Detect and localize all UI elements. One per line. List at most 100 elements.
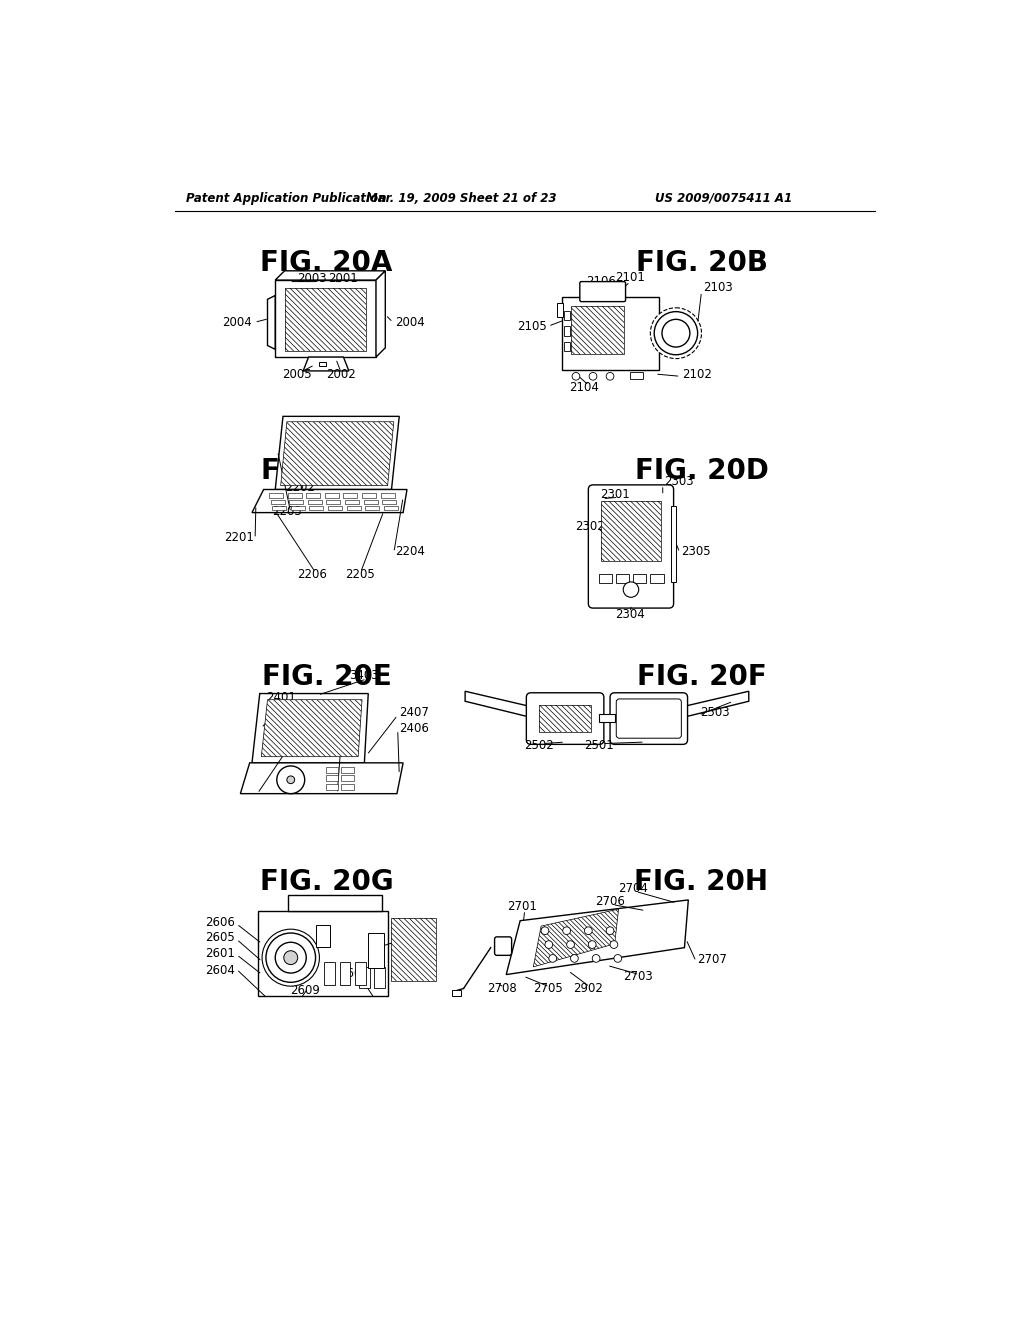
Text: 2303: 2303 <box>665 475 694 488</box>
Polygon shape <box>571 306 624 354</box>
Text: FIG. 20E: FIG. 20E <box>261 663 391 690</box>
Text: 2201: 2201 <box>223 531 254 544</box>
Polygon shape <box>391 917 435 981</box>
Bar <box>328 506 342 511</box>
Bar <box>258 911 388 997</box>
Circle shape <box>606 927 614 935</box>
Text: 2609: 2609 <box>290 983 319 997</box>
Bar <box>562 297 658 370</box>
Text: 2607: 2607 <box>339 966 370 979</box>
Text: Mar. 19, 2009 Sheet 21 of 23: Mar. 19, 2009 Sheet 21 of 23 <box>366 191 556 205</box>
Text: 2102: 2102 <box>682 367 712 380</box>
Polygon shape <box>275 271 385 280</box>
Text: FIG. 20C: FIG. 20C <box>261 457 392 486</box>
Text: 2202: 2202 <box>285 482 315 495</box>
Bar <box>384 506 397 511</box>
Circle shape <box>287 776 295 784</box>
FancyBboxPatch shape <box>589 484 674 609</box>
Text: 2407: 2407 <box>399 706 429 719</box>
Bar <box>319 362 327 367</box>
Text: 3403: 3403 <box>349 669 379 682</box>
Text: 2401: 2401 <box>266 690 296 704</box>
Text: 2101: 2101 <box>615 271 645 284</box>
Bar <box>359 966 370 989</box>
Bar <box>672 507 676 582</box>
Text: 2404: 2404 <box>324 737 353 750</box>
Circle shape <box>541 927 549 935</box>
Bar <box>325 494 339 498</box>
Bar <box>341 775 353 781</box>
Circle shape <box>614 954 622 962</box>
Text: 2704: 2704 <box>618 882 648 895</box>
Polygon shape <box>465 692 531 718</box>
Text: 2004: 2004 <box>222 315 252 329</box>
Text: FIG. 20D: FIG. 20D <box>635 457 768 486</box>
Bar <box>272 506 286 511</box>
Bar <box>564 342 569 351</box>
Text: 2706: 2706 <box>595 895 625 908</box>
Bar <box>346 506 360 511</box>
Circle shape <box>262 929 319 986</box>
Circle shape <box>606 372 614 380</box>
Text: 2701: 2701 <box>507 900 537 913</box>
Text: 2302: 2302 <box>574 520 604 533</box>
Text: 2105: 2105 <box>517 319 547 333</box>
Bar <box>557 304 563 317</box>
Bar <box>275 280 376 358</box>
Text: 2609: 2609 <box>339 898 370 911</box>
Bar <box>369 933 384 968</box>
Bar <box>316 925 331 946</box>
Circle shape <box>610 941 617 949</box>
Circle shape <box>549 954 557 962</box>
Polygon shape <box>376 271 385 358</box>
Circle shape <box>563 927 570 935</box>
Text: 2501: 2501 <box>585 739 614 751</box>
FancyBboxPatch shape <box>580 281 626 302</box>
Circle shape <box>650 308 701 359</box>
Circle shape <box>570 954 579 962</box>
Bar <box>564 312 569 321</box>
Text: 2708: 2708 <box>487 982 517 995</box>
Polygon shape <box>506 900 688 974</box>
Text: 2705: 2705 <box>534 982 563 995</box>
Polygon shape <box>601 502 662 561</box>
Text: 2602: 2602 <box>395 933 425 946</box>
Text: FIG. 20A: FIG. 20A <box>260 249 392 277</box>
FancyBboxPatch shape <box>610 693 687 744</box>
Polygon shape <box>683 692 749 718</box>
Bar <box>599 714 614 722</box>
Text: 2902: 2902 <box>573 982 603 995</box>
Bar <box>340 961 350 985</box>
Polygon shape <box>534 909 618 966</box>
Circle shape <box>275 942 306 973</box>
Bar <box>327 499 340 504</box>
Text: 2601: 2601 <box>205 946 234 960</box>
Polygon shape <box>281 422 394 486</box>
Text: 2605: 2605 <box>205 931 234 944</box>
Bar <box>364 499 378 504</box>
Text: 2305: 2305 <box>681 545 711 557</box>
Bar <box>326 775 338 781</box>
Text: 2104: 2104 <box>568 380 599 393</box>
Text: 2005: 2005 <box>283 367 311 380</box>
Text: 2707: 2707 <box>697 953 727 966</box>
Bar <box>326 767 338 774</box>
Text: FIG. 20H: FIG. 20H <box>635 869 768 896</box>
Bar <box>355 961 366 985</box>
Text: 2703: 2703 <box>623 970 653 982</box>
Polygon shape <box>252 693 369 763</box>
Bar <box>341 784 353 789</box>
Circle shape <box>585 927 592 935</box>
Circle shape <box>624 582 639 597</box>
Circle shape <box>592 954 600 962</box>
Text: 2004: 2004 <box>395 315 425 329</box>
Bar <box>382 499 396 504</box>
Text: 2001: 2001 <box>329 272 358 285</box>
Text: 2103: 2103 <box>703 281 733 294</box>
Bar <box>308 499 322 504</box>
Bar <box>366 506 379 511</box>
Text: 2106: 2106 <box>586 275 615 288</box>
Polygon shape <box>267 296 275 350</box>
Bar <box>345 499 359 504</box>
Bar <box>630 372 643 379</box>
